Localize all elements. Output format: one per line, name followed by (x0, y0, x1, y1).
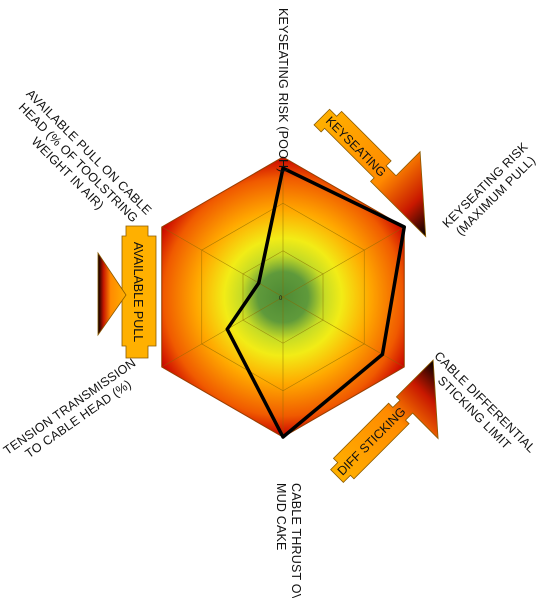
axis-label-cable-thrust: CABLE THRUST OVER MUD CAKE (274, 483, 303, 598)
zone-flag-available-pull-arrow (97, 251, 127, 337)
series-point-2 (402, 225, 406, 229)
svg-text:KEYSEATING RISK (POOH): KEYSEATING RISK (POOH) (276, 8, 290, 173)
svg-text:MUD CAKE: MUD CAKE (274, 483, 288, 551)
svg-text:KEYSEATING: KEYSEATING (323, 114, 389, 180)
svg-text:TENSION TRANSMISSION: TENSION TRANSMISSION (1, 356, 138, 458)
svg-text:DIFF STICKING: DIFF STICKING (335, 404, 409, 478)
zone-flag-available-pull: AVAILABLE PULL (121, 225, 157, 359)
data-series (225, 166, 406, 439)
series-point-1 (281, 166, 285, 170)
axis-label-keyseating-max-pull: KEYSEATING RISK (MAXIMUM PULL) (440, 139, 539, 238)
svg-text:CABLE THRUST OVER: CABLE THRUST OVER (289, 483, 303, 598)
spoke-2 (282, 226, 405, 298)
axis-label-tension-transmission: TENSION TRANSMISSION TO CABLE HEAD (%) (1, 356, 138, 461)
spoke-6 (161, 226, 284, 298)
series-point-3 (380, 352, 384, 356)
axis-label-cable-differential-sticking: CABLE DIFFERENTIAL STICKING LIMIT (431, 349, 538, 456)
svg-text:HEAD (% OF TOOLSTRING: HEAD (% OF TOOLSTRING (16, 100, 141, 225)
svg-text:CABLE DIFFERENTIAL: CABLE DIFFERENTIAL (431, 349, 538, 456)
axis-label-available-pull: AVAILABLE PULL ON CABLE HEAD (% OF TOOLS… (16, 87, 155, 226)
axis-label-keyseating-pooh: KEYSEATING RISK (POOH) (276, 8, 290, 173)
center-label: 0 (279, 296, 283, 302)
series-point-5 (225, 327, 229, 331)
series-point-4 (281, 435, 285, 439)
svg-text:AVAILABLE PULL: AVAILABLE PULL (131, 242, 145, 342)
series-point-6 (257, 281, 261, 285)
spoke-5 (161, 296, 284, 368)
spoke-3 (282, 296, 405, 368)
svg-text:KEYSEATING RISK: KEYSEATING RISK (440, 139, 531, 230)
